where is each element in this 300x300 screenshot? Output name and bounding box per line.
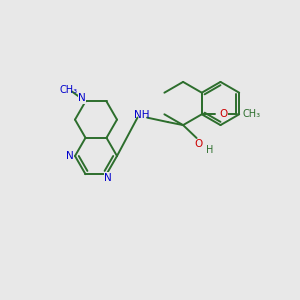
Text: O: O [220, 109, 228, 119]
Text: O: O [195, 139, 203, 149]
Text: H: H [206, 145, 213, 155]
Text: CH₃: CH₃ [60, 85, 78, 95]
Text: NH: NH [134, 110, 149, 120]
Text: N: N [66, 151, 74, 161]
Text: N: N [104, 173, 112, 183]
Text: CH₃: CH₃ [242, 109, 260, 119]
Text: N: N [78, 93, 86, 103]
